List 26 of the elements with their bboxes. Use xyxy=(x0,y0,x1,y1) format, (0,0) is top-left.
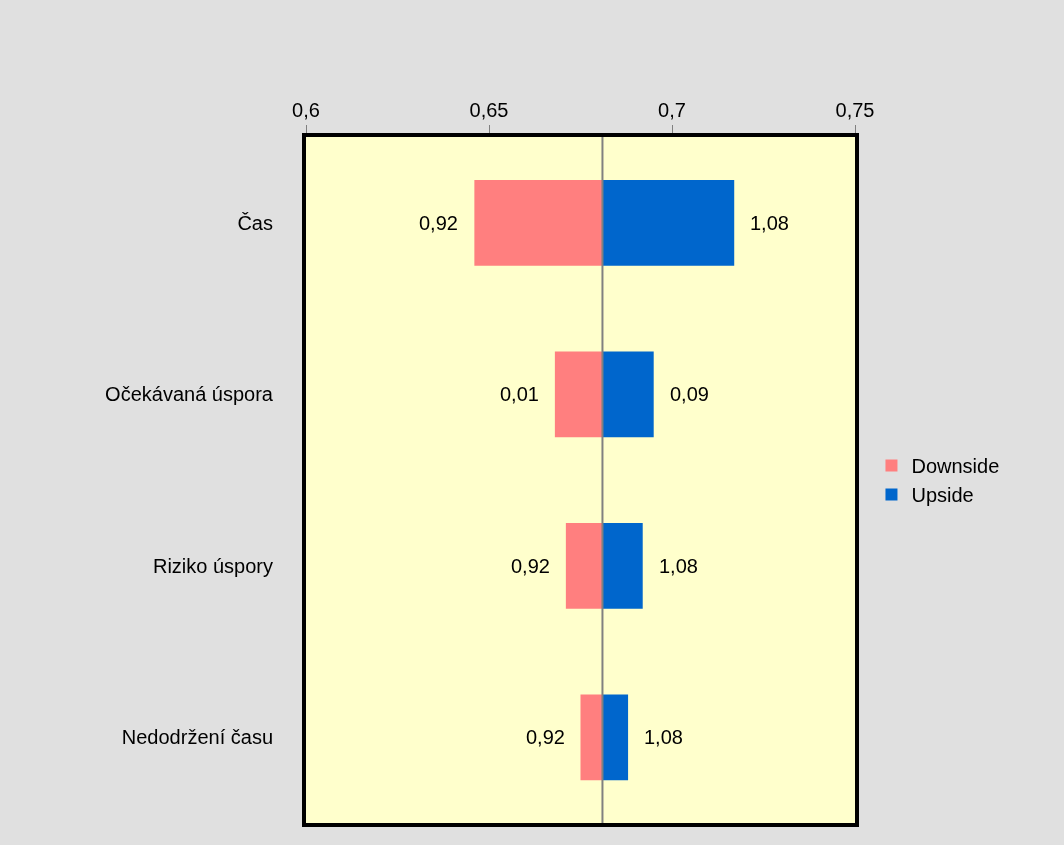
legend-label: Downside xyxy=(911,455,1000,478)
x-tick-label: 0,65 xyxy=(469,99,509,121)
x-tick-label: 0,75 xyxy=(835,99,875,121)
annotation: 0,92 xyxy=(511,555,550,577)
bar xyxy=(602,179,735,266)
bar xyxy=(580,694,603,781)
annotation: 0,01 xyxy=(500,383,539,405)
y-tick-label: Čas xyxy=(237,211,273,234)
annotation: 0,92 xyxy=(526,726,565,748)
legend-label: Upside xyxy=(911,484,974,507)
annotation: 0,92 xyxy=(419,212,458,234)
annotation: 0,09 xyxy=(670,383,709,405)
bar xyxy=(602,351,654,438)
annotation: 1,08 xyxy=(659,555,698,577)
x-tick-label: 0,6 xyxy=(292,99,320,121)
annotation: 1,08 xyxy=(644,726,683,748)
y-tick-label: Riziko úspory xyxy=(152,554,273,577)
bar xyxy=(602,522,643,609)
x-tick-label: 0,7 xyxy=(658,99,686,121)
y-tick-label: Očekávaná úspora xyxy=(105,383,274,406)
annotation: 1,08 xyxy=(750,212,789,234)
bar xyxy=(602,694,629,781)
y-tick-label: Nedodržení času xyxy=(121,726,273,749)
bar xyxy=(474,179,603,266)
bar xyxy=(565,522,603,609)
bar xyxy=(554,351,603,438)
